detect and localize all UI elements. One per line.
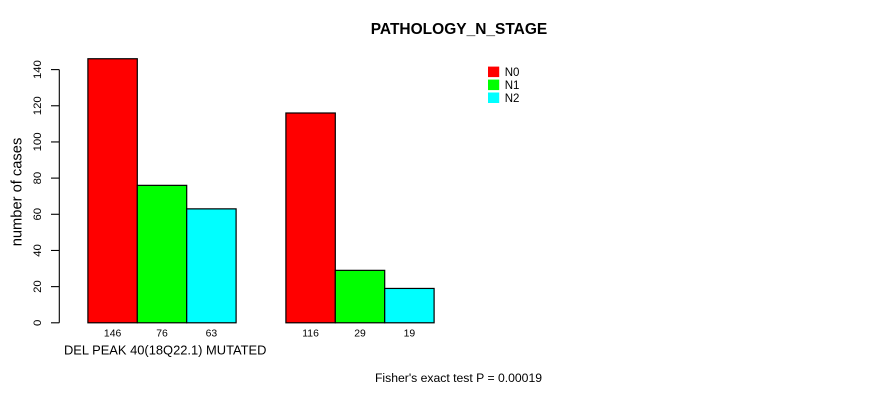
svg-text:120: 120	[32, 96, 44, 115]
svg-text:140: 140	[32, 60, 44, 79]
svg-text:63: 63	[206, 329, 218, 340]
svg-text:116: 116	[302, 329, 319, 340]
svg-text:N0: N0	[505, 67, 520, 79]
svg-text:number of cases: number of cases	[10, 138, 26, 247]
svg-text:N2: N2	[505, 93, 520, 105]
svg-text:Fisher's exact test P = 0.0001: Fisher's exact test P = 0.00019	[375, 371, 542, 385]
svg-text:76: 76	[156, 329, 168, 340]
svg-text:0: 0	[32, 320, 44, 326]
svg-text:40: 40	[32, 244, 44, 257]
svg-text:DEL PEAK 40(18Q22.1) MUTATED: DEL PEAK 40(18Q22.1) MUTATED	[64, 342, 267, 357]
svg-text:PATHOLOGY_N_STAGE: PATHOLOGY_N_STAGE	[371, 21, 548, 38]
svg-text:29: 29	[354, 329, 366, 340]
svg-text:80: 80	[32, 172, 44, 185]
svg-text:N1: N1	[505, 80, 520, 92]
svg-text:146: 146	[104, 329, 122, 340]
svg-text:20: 20	[32, 280, 44, 293]
svg-text:60: 60	[32, 208, 44, 221]
svg-text:19: 19	[404, 329, 416, 340]
svg-text:100: 100	[32, 133, 44, 152]
